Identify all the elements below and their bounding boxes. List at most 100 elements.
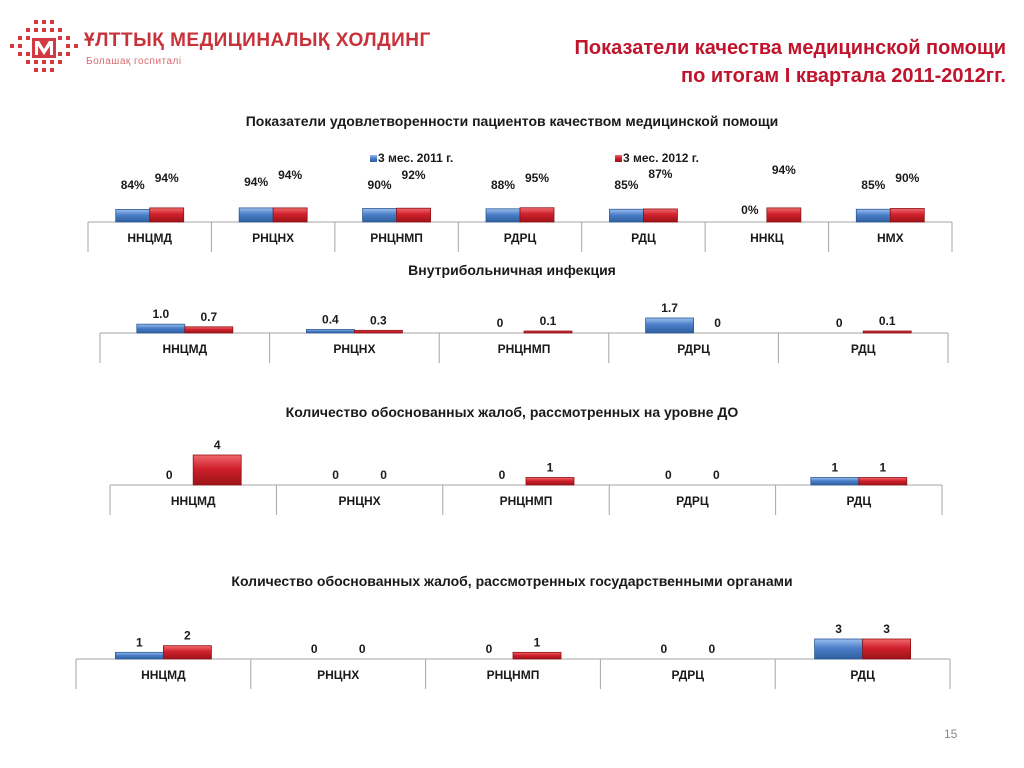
data-label-2011: 0 (497, 316, 504, 330)
category-label: РНЦНМП (500, 494, 553, 508)
bar-2012 (396, 207, 431, 223)
logo-text: ҰЛТТЫҚ МЕДИЦИНАЛЫҚ ХОЛДИНГ (84, 30, 431, 51)
bar-2012 (525, 477, 575, 486)
data-label-2011: 0 (332, 468, 339, 482)
category-label: РДЦ (631, 231, 656, 245)
data-label-2012: 0.1 (540, 314, 557, 328)
bar-2011 (136, 323, 186, 334)
data-label-2012: 3 (883, 622, 890, 636)
chart-title-infection: Внутрибольничная инфекция (408, 262, 616, 278)
bar-2012 (643, 208, 678, 223)
category-label: РНЦНМП (487, 668, 540, 682)
bar-2011 (362, 208, 397, 223)
data-label-2011: 94% (244, 175, 268, 189)
logo-mark-icon (10, 20, 78, 72)
bar-2012 (184, 326, 234, 334)
logo (8, 16, 388, 76)
data-label-2011: 1.7 (661, 301, 678, 315)
data-label-2011: 0 (311, 642, 318, 656)
chart-infection: ННЦМД 1.0 0.7 РНЦНХ 0.4 0.3 РНЦНМП 0 0.1 РДРЦ 1.7 0… (99, 301, 949, 363)
category-label: РНЦНХ (252, 231, 294, 245)
legend-swatch-2012 (615, 155, 622, 162)
bar-2012 (523, 330, 573, 334)
bar-2011 (115, 209, 151, 223)
bar-2011 (305, 329, 355, 334)
data-label-2011: 3 (835, 622, 842, 636)
chart-title-complaints-gov: Количество обоснованных жалоб, рассмотре… (231, 573, 793, 589)
bar-2011 (814, 638, 863, 660)
category-label: РДРЦ (672, 668, 705, 682)
bar-2011 (609, 208, 644, 223)
data-label-2012: 1 (547, 461, 554, 475)
bar-2011 (238, 207, 274, 223)
bar-2012 (272, 207, 308, 223)
bar-2012 (353, 329, 403, 334)
data-label-2012: 94% (155, 171, 179, 185)
bar-2012 (862, 638, 911, 660)
category-label: ННЦМД (162, 342, 207, 356)
bar-2012 (512, 651, 562, 660)
bar-2011 (855, 208, 891, 223)
slide-title-line-2: по итогам I квартала 2011-2012гг. (681, 65, 1006, 87)
category-label: ННЦМД (141, 668, 186, 682)
category-label: РНЦНХ (333, 342, 375, 356)
data-label-2011: 0 (499, 468, 506, 482)
data-label-2012: 1 (879, 461, 886, 475)
category-label: РДРЦ (504, 231, 537, 245)
category-label: РНЦНМП (498, 342, 551, 356)
data-label-2012: 1 (534, 635, 541, 649)
bar-2012 (766, 207, 802, 223)
category-label: ННЦМД (127, 231, 172, 245)
data-label-2012: 95% (525, 171, 549, 185)
data-label-2011: 0 (836, 316, 843, 330)
chart-legend: 3 мес. 2011 г. 3 мес. 2012 г. (370, 151, 699, 165)
data-label-2012: 87% (648, 167, 672, 181)
data-label-2011: 0.4 (322, 312, 339, 326)
slide-title-line-1: Показатели качества медицинской помощи (574, 37, 1006, 59)
data-label-2011: 1 (136, 635, 143, 649)
bar-2012 (519, 207, 555, 223)
bar-2012 (162, 645, 212, 660)
category-label: РНЦНХ (339, 494, 381, 508)
data-label-2012: 0.3 (370, 313, 387, 327)
bar-2011 (645, 317, 694, 334)
category-label: ННЦМД (171, 494, 216, 508)
data-label-2011: 0 (166, 468, 173, 482)
chart-title-satisfaction: Показатели удовлетворенности пациентов к… (245, 113, 779, 129)
logo-subtext: Болашақ госпиталі (86, 56, 182, 67)
data-label-2012: 92% (402, 168, 426, 182)
category-label: РНЦНХ (317, 668, 359, 682)
data-label-2012: 0 (708, 642, 715, 656)
data-label-2012: 0 (713, 468, 720, 482)
chart-title-complaints-do: Количество обоснованных жалоб, рассмотре… (285, 404, 739, 420)
category-label: ННКЦ (750, 231, 784, 245)
category-label: РДЦ (851, 342, 876, 356)
data-label-2011: 0% (741, 203, 759, 217)
bar-2012 (889, 208, 925, 223)
data-label-2012: 0 (714, 316, 721, 330)
data-label-2011: 85% (614, 178, 638, 192)
data-label-2011: 0 (486, 642, 493, 656)
bar-2011 (115, 651, 164, 660)
bar-2012 (192, 454, 242, 486)
category-label: НМХ (877, 231, 904, 245)
data-label-2011: 0 (660, 642, 667, 656)
data-label-2011: 85% (861, 178, 885, 192)
slide-title: Показатели качества медицинской помощи п… (575, 34, 1006, 90)
data-label-2012: 0.7 (200, 310, 217, 324)
data-label-2012: 94% (278, 168, 302, 182)
data-label-2012: 2 (184, 629, 191, 643)
data-label-2012: 0.1 (879, 314, 896, 328)
bar-2011 (810, 477, 860, 486)
data-label-2012: 0 (380, 468, 387, 482)
data-label-2012: 0 (359, 642, 366, 656)
bar-2012 (858, 477, 908, 486)
category-label: РДРЦ (676, 494, 709, 508)
data-label-2011: 0 (665, 468, 672, 482)
legend-swatch-2011 (370, 155, 377, 162)
category-label: РДРЦ (677, 342, 710, 356)
category-label: РДЦ (850, 668, 875, 682)
page-number: 15 (944, 727, 958, 741)
data-label-2012: 4 (214, 438, 221, 452)
